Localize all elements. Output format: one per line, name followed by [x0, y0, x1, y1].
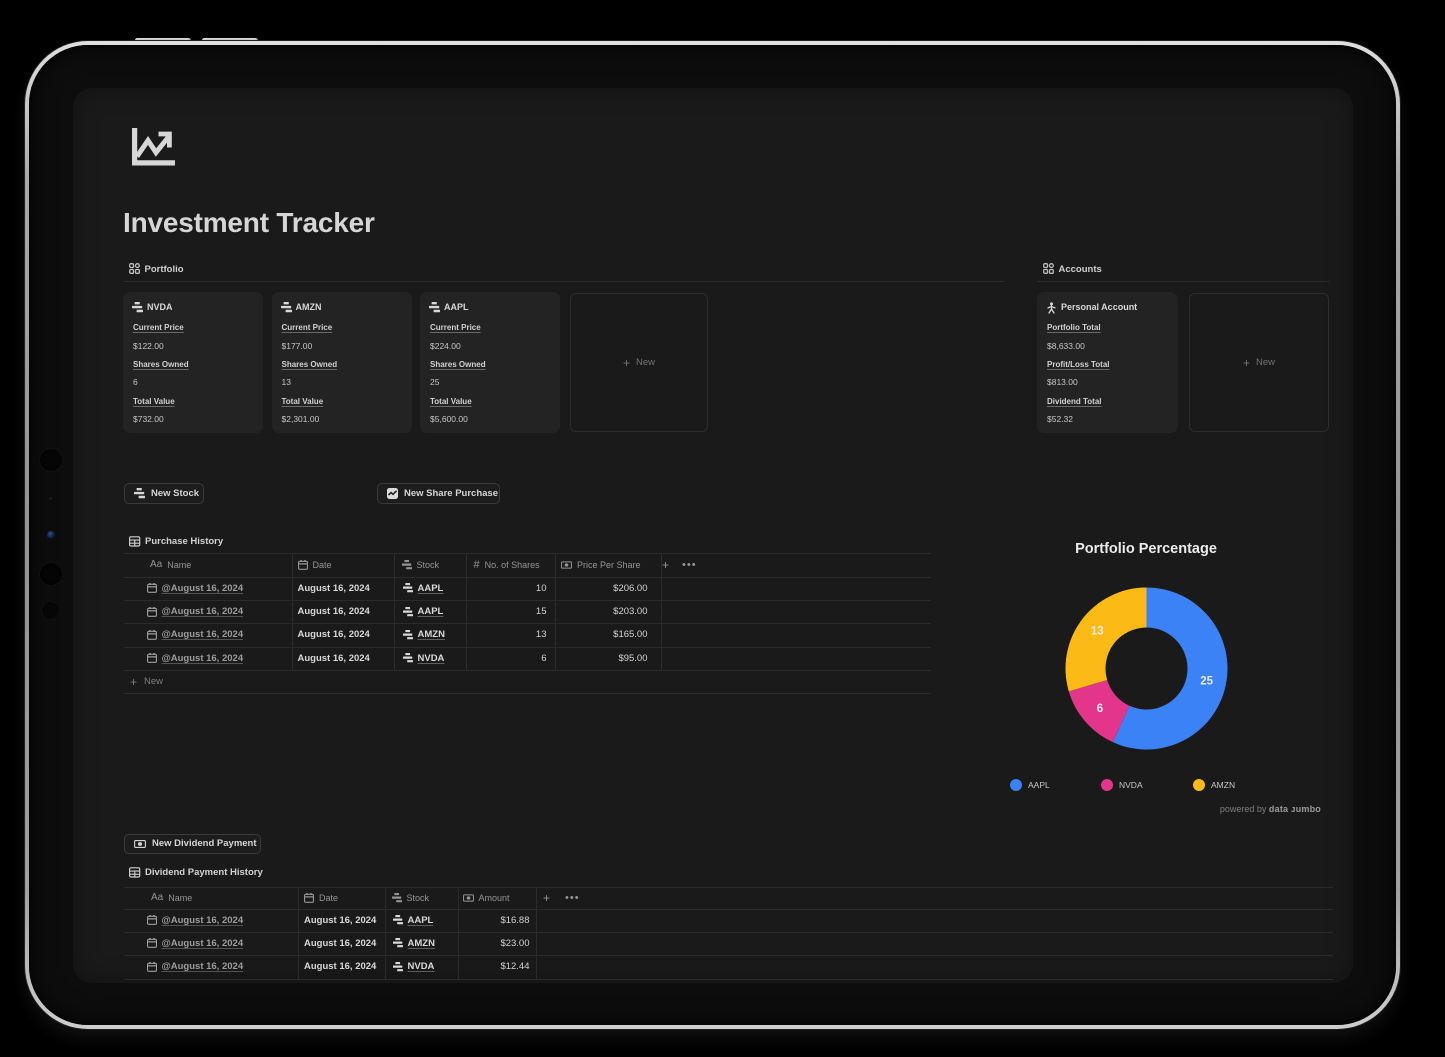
svg-text:6: 6: [1097, 702, 1103, 714]
svg-text:13: 13: [1091, 625, 1104, 637]
svg-text:25: 25: [1200, 675, 1213, 687]
